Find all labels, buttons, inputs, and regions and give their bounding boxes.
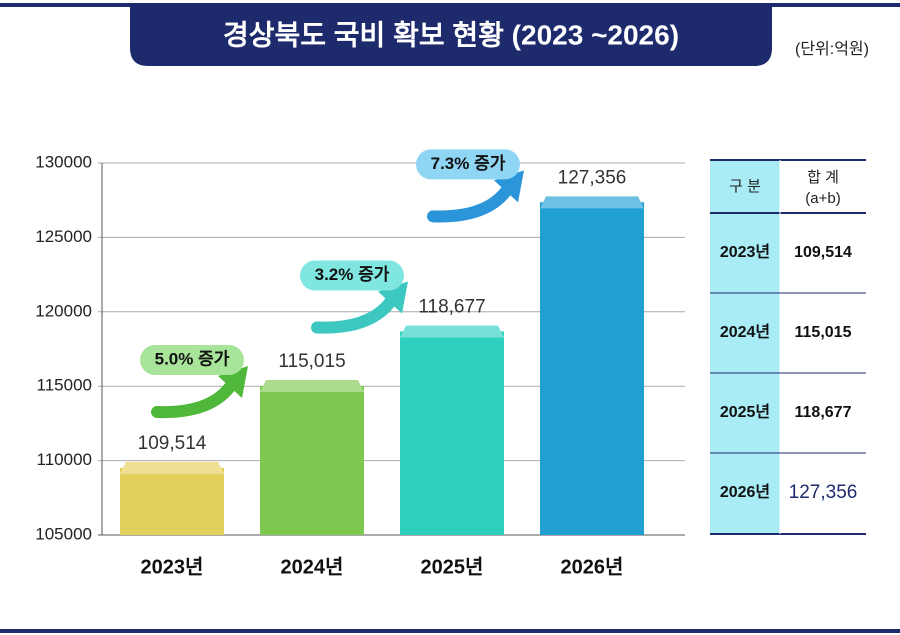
annotation-pill (300, 260, 404, 291)
x-tick-label: 2024년 (281, 555, 344, 578)
bar-cap (260, 379, 364, 392)
table-row-label: 2026년 (720, 482, 770, 501)
y-tick-label: 120000 (35, 301, 92, 320)
y-tick-label: 105000 (35, 524, 92, 543)
value-label: 118,677 (418, 297, 485, 318)
table-value: 118,677 (795, 404, 852, 421)
unit: (단위:억원) (795, 40, 869, 58)
table-row-label: 2025년 (720, 402, 770, 421)
value-label: 127,356 (558, 167, 627, 188)
growth-arrow (311, 293, 398, 334)
annotation: 3.2% 증가 (315, 265, 390, 284)
y-tick-label: 110000 (37, 450, 92, 469)
bar (400, 331, 504, 535)
table-header: 구 분 (729, 178, 761, 195)
table-row-label: 2023년 (720, 242, 770, 261)
annotation: 7.3% 증가 (431, 154, 506, 173)
bar-cap (540, 196, 644, 209)
annotation-pill (416, 149, 520, 180)
y-tick-label: 115000 (37, 376, 92, 395)
growth-arrow (427, 182, 514, 223)
x-tick-label: 2026년 (561, 555, 624, 578)
bar-cap (120, 461, 224, 474)
annotation-pill (140, 344, 244, 375)
y-tick-label: 130000 (35, 152, 92, 171)
bar-cap (400, 325, 504, 338)
table-row-label: 2024년 (720, 322, 770, 341)
x-tick-label: 2025년 (421, 555, 484, 578)
table: 구 분 합 계 (a+b) 2023년 109,514 2024년 115,015 20… (710, 159, 866, 535)
table-value: 109,514 (794, 244, 852, 261)
annotation: 5.0% 증가 (155, 349, 230, 368)
x-tick-label: 2023년 (141, 555, 204, 578)
table-label-column (710, 160, 780, 534)
title: 경상북도 국비 확보 현황 (2023 ~2026) (223, 19, 679, 50)
bar (120, 467, 224, 535)
value-label: 115,015 (278, 351, 345, 372)
title-banner (130, 5, 772, 66)
table-value: 127,356 (789, 482, 858, 503)
table-value: 115,015 (795, 324, 852, 341)
bottom-rule (0, 629, 900, 633)
bar (540, 202, 644, 535)
bar (260, 385, 364, 535)
y-tick-label: 125000 (35, 227, 92, 246)
table-header: 합 계 (807, 169, 839, 186)
growth-arrow (151, 377, 238, 419)
value-label: 109,514 (138, 433, 207, 454)
table-header: (a+b) (805, 190, 840, 207)
